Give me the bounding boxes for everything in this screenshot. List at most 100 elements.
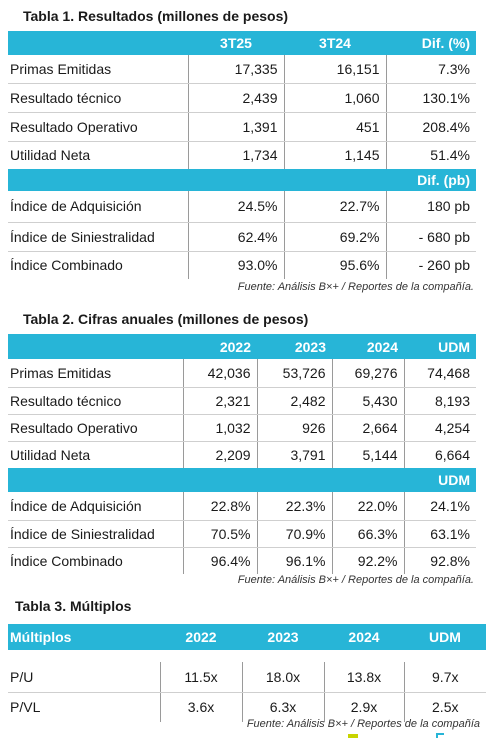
cell: 63.1% — [403, 520, 476, 548]
cell: 69.2% — [283, 222, 386, 252]
row-label: Índice de Siniestralidad — [8, 520, 183, 548]
cell: 18.0x — [241, 662, 324, 693]
table3-header-row: Múltiplos 2022 2023 2024 UDM — [8, 624, 486, 650]
table-row: Utilidad Neta 2,209 3,791 5,144 6,664 — [8, 441, 476, 468]
table2-title: Tabla 2. Cifras anuales (millones de pes… — [23, 311, 309, 327]
table-row: Primas Emitidas 42,036 53,726 69,276 74,… — [8, 359, 476, 388]
cell: 180 pb — [385, 191, 476, 223]
cell: - 680 pb — [385, 222, 476, 252]
cell: 42,036 — [182, 359, 257, 388]
cell: 70.9% — [256, 520, 332, 548]
row-label: Resultado técnico — [8, 83, 188, 113]
cell: 1,145 — [283, 141, 386, 169]
table2-subheader-row: UDM — [8, 468, 476, 492]
cell: 2,439 — [187, 83, 284, 113]
table1-subheader-row: Dif. (pb) — [8, 169, 476, 191]
table-row: Índice de Siniestralidad 62.4% 69.2% - 6… — [8, 222, 476, 252]
cell: 1,734 — [187, 141, 284, 169]
row-label: Primas Emitidas — [8, 359, 183, 388]
row-label: Resultado Operativo — [8, 414, 183, 442]
table3-source: Fuente: Análisis B×+ / Reportes de la co… — [246, 718, 480, 730]
cell: 7.3% — [385, 55, 476, 84]
cell: 22.7% — [283, 191, 386, 223]
table2-header-row: 2022 2023 2024 UDM — [8, 334, 476, 359]
cell: 24.5% — [187, 191, 284, 223]
table1-header-blank — [8, 31, 188, 55]
cell: 2,321 — [182, 387, 257, 415]
row-label: Índice de Siniestralidad — [8, 222, 188, 252]
table2-header-2022: 2022 — [183, 334, 257, 359]
row-label: P/VL — [10, 699, 41, 716]
row-label: Utilidad Neta — [10, 446, 91, 463]
cell: 93.0% — [187, 251, 284, 279]
cell: 95.6% — [283, 251, 386, 279]
table3-header-2022: 2022 — [160, 624, 242, 650]
table1-header-dif: Dif. (%) — [386, 31, 476, 55]
cell: 6,664 — [403, 441, 476, 468]
row-label: Índice de Adquisición — [8, 492, 183, 521]
row-label: Resultado Operativo — [8, 112, 188, 142]
cell: - 260 pb — [385, 251, 476, 279]
table2: 2022 2023 2024 UDM Primas Emitidas 42,03… — [8, 334, 476, 574]
table-row: P/VL 3.6x 6.3x 2.9x 2.5x — [8, 692, 486, 722]
cell: 130.1% — [385, 83, 476, 113]
cell: 69,276 — [331, 359, 404, 388]
cell: 66.3% — [331, 520, 404, 548]
cell: 451 — [283, 112, 386, 142]
row-label: Utilidad Neta — [10, 147, 91, 164]
row-label: Índice Combinado — [10, 257, 123, 274]
cell: 2,664 — [331, 414, 404, 442]
cell: 62.4% — [187, 222, 284, 252]
table3-header-udm: UDM — [404, 624, 486, 650]
table-row: Resultado Operativo 1,391 451 208.4% — [8, 112, 476, 142]
table-row: Utilidad Neta 1,734 1,145 51.4% — [8, 141, 476, 169]
table-row: Resultado técnico 2,321 2,482 5,430 8,19… — [8, 387, 476, 415]
table-row: Índice de Adquisición 24.5% 22.7% 180 pb — [8, 191, 476, 223]
table3-header-2023: 2023 — [242, 624, 324, 650]
table-row: Índice de Adquisición 22.8% 22.3% 22.0% … — [8, 492, 476, 521]
table3: Múltiplos 2022 2023 2024 UDM P/U 11.5x 1… — [8, 624, 486, 722]
cell: 96.4% — [182, 547, 257, 574]
table1-header-3t24: 3T24 — [284, 31, 386, 55]
table2-header-udm: UDM — [404, 334, 476, 359]
row-label: Índice Combinado — [10, 552, 123, 569]
cell: 11.5x — [159, 662, 242, 693]
cell: 16,151 — [283, 55, 386, 84]
table2-header-blank — [8, 334, 183, 359]
table-row: Índice de Siniestralidad 70.5% 70.9% 66.… — [8, 520, 476, 548]
table1-source: Fuente: Análisis B×+ / Reportes de la co… — [237, 281, 474, 293]
table-row: Índice Combinado 93.0% 95.6% - 260 pb — [8, 251, 476, 279]
cell: 208.4% — [385, 112, 476, 142]
table3-header-multiplos: Múltiplos — [8, 624, 160, 650]
table-row: Índice Combinado 96.4% 96.1% 92.2% 92.8% — [8, 547, 476, 574]
table2-header-2024: 2024 — [332, 334, 404, 359]
cell: 70.5% — [182, 520, 257, 548]
cell: 5,430 — [331, 387, 404, 415]
cell: 2,482 — [256, 387, 332, 415]
table-row: Resultado Operativo 1,032 926 2,664 4,25… — [8, 414, 476, 442]
row-label: Índice de Adquisición — [8, 191, 188, 223]
cell: 96.1% — [256, 547, 332, 574]
table1-header-3t25: 3T25 — [188, 31, 284, 55]
table3-title: Tabla 3. Múltiplos — [15, 598, 132, 614]
cell: 8,193 — [403, 387, 476, 415]
row-label: P/U — [8, 662, 160, 693]
cell: 24.1% — [403, 492, 476, 521]
cell: 92.2% — [331, 547, 404, 574]
table1-title: Tabla 1. Resultados (millones de pesos) — [23, 8, 289, 24]
table-row: P/U 11.5x 18.0x 13.8x 9.7x — [8, 662, 486, 693]
cell: 74,468 — [403, 359, 476, 388]
cell: 926 — [256, 414, 332, 442]
cell: 22.8% — [182, 492, 257, 521]
row-label: Primas Emitidas — [8, 55, 188, 84]
row-label: Resultado técnico — [8, 387, 183, 415]
cell: 3,791 — [256, 441, 332, 468]
table1-header-row: 3T25 3T24 Dif. (%) — [8, 31, 476, 55]
accent-mark-left — [348, 734, 358, 738]
cell: 2.9x — [323, 692, 404, 722]
accent-mark-right — [436, 733, 444, 738]
cell: 13.8x — [323, 662, 404, 693]
cell: 1,032 — [182, 414, 257, 442]
cell: 5,144 — [331, 441, 404, 468]
cell: 51.4% — [385, 141, 476, 169]
